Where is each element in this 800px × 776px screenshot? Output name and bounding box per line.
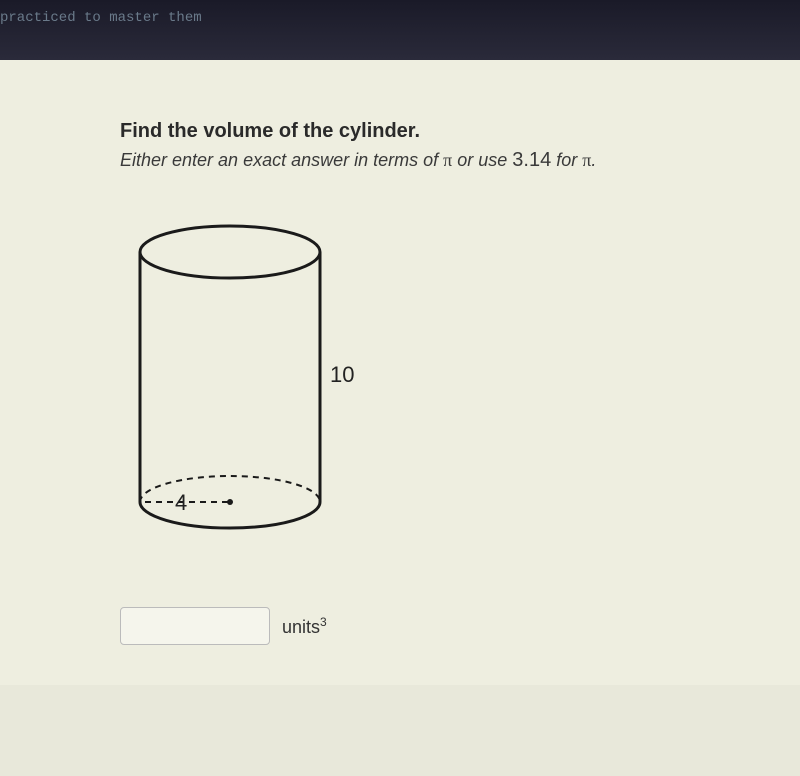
question-panel: Find the volume of the cylinder. Either … — [0, 60, 800, 685]
answer-input[interactable] — [120, 607, 270, 645]
cylinder-center-dot — [227, 499, 233, 505]
radius-label: 4 — [175, 490, 187, 515]
subtitle-prefix: Either enter an exact answer in terms of — [120, 150, 443, 170]
cylinder-svg: 10 4 — [120, 212, 380, 552]
cylinder-bottom-back-edge — [140, 476, 320, 502]
cylinder-top-edge — [140, 226, 320, 278]
question-title: Find the volume of the cylinder. — [120, 120, 740, 143]
subtitle-mid: or use — [452, 150, 512, 170]
browser-top-bar: practiced to master them — [0, 0, 800, 60]
cylinder-bottom-front-edge — [140, 502, 320, 528]
subtitle-end: . — [591, 150, 596, 170]
pi-symbol-2: π — [582, 150, 591, 170]
pi-approx: 3.14 — [512, 149, 551, 171]
topbar-hint-text: practiced to master them — [0, 10, 202, 26]
cylinder-diagram: 10 4 — [120, 212, 740, 557]
units-exponent: 3 — [320, 615, 327, 629]
units-text: units — [282, 617, 320, 637]
subtitle-suffix: for — [551, 150, 582, 170]
question-subtitle: Either enter an exact answer in terms of… — [120, 149, 740, 172]
units-label: units3 — [282, 615, 327, 638]
answer-row: units3 — [120, 607, 740, 645]
pi-symbol-1: π — [443, 150, 452, 170]
height-label: 10 — [330, 362, 354, 387]
